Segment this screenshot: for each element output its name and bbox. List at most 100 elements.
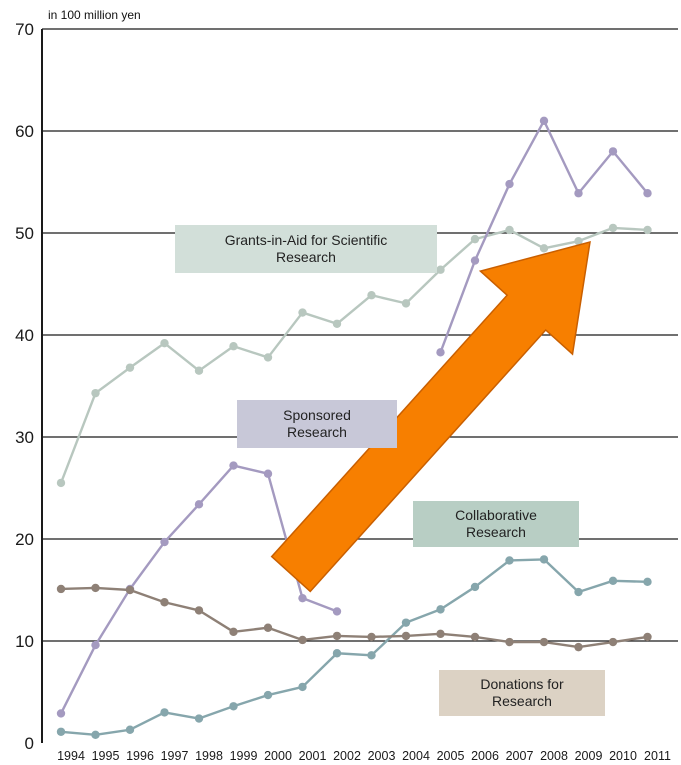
- data-point-sponsored-research: [539, 116, 549, 126]
- data-point-collaborative-research: [367, 651, 376, 660]
- data-point-grants-in-aid-for-scientific-research: [367, 291, 376, 300]
- data-point-collaborative-research: [298, 682, 307, 692]
- data-point-collaborative-research: [470, 582, 480, 592]
- data-point-grants-in-aid-for-scientific-research: [332, 319, 342, 328]
- data-point-collaborative-research: [91, 730, 100, 740]
- y-tick-label: 70: [15, 20, 34, 39]
- data-point-collaborative-research: [574, 587, 583, 597]
- data-point-sponsored-research: [436, 348, 445, 357]
- unit-label: in 100 million yen: [48, 8, 141, 22]
- data-point-donations-for-research: [91, 583, 100, 593]
- data-point-donations-for-research: [539, 637, 549, 647]
- data-point-sponsored-research: [160, 537, 169, 547]
- x-tick-label: 2011: [644, 749, 671, 763]
- x-tick-label: 2000: [264, 749, 292, 763]
- x-tick-label: 2009: [575, 749, 603, 763]
- data-point-grants-in-aid-for-scientific-research: [539, 244, 549, 253]
- data-point-sponsored-research: [194, 500, 204, 509]
- data-point-collaborative-research: [160, 708, 169, 717]
- data-point-grants-in-aid-for-scientific-research: [91, 388, 100, 398]
- data-point-collaborative-research: [229, 702, 238, 711]
- series-line-donations-for-research: [60, 586, 648, 649]
- x-tick-labels: 1994 1995 1996 1997 1998 1999 2000 2001 2002 2003…: [57, 749, 671, 763]
- data-point-sponsored-research: [91, 640, 100, 650]
- data-point-donations-for-research: [505, 637, 514, 647]
- data-point-donations-for-research: [160, 598, 169, 607]
- y-tick-label: 30: [15, 428, 34, 447]
- x-tick-label: 1996: [126, 749, 154, 763]
- data-point-donations-for-research: [608, 637, 618, 647]
- data-point-collaborative-research: [263, 690, 273, 700]
- data-point-sponsored-research: [263, 469, 273, 478]
- data-point-grants-in-aid-for-scientific-research: [608, 223, 618, 233]
- data-point-grants-in-aid-for-scientific-research: [401, 299, 411, 308]
- data-point-sponsored-research: [298, 593, 307, 603]
- data-point-grants-in-aid-for-scientific-research: [56, 478, 66, 488]
- label-grants-in-aid: Grants-in-Aid for Scientific Research: [175, 225, 437, 273]
- x-tick-label: 1995: [92, 749, 120, 763]
- data-point-donations-for-research: [263, 623, 273, 632]
- data-point-collaborative-research: [194, 714, 204, 723]
- label-collaborative-research: Collaborative Research: [413, 501, 579, 547]
- y-tick-label: 0: [25, 734, 34, 753]
- data-point-collaborative-research: [505, 556, 514, 565]
- data-point-grants-in-aid-for-scientific-research: [160, 338, 169, 348]
- data-point-collaborative-research: [539, 555, 549, 564]
- x-tick-label: 1998: [195, 749, 223, 763]
- data-point-collaborative-research: [56, 727, 66, 736]
- series-layer: [56, 116, 652, 740]
- x-tick-label: 1997: [161, 749, 189, 763]
- x-tick-label: 2001: [299, 749, 327, 763]
- series-line-collaborative-research: [60, 558, 648, 737]
- data-point-grants-in-aid-for-scientific-research: [436, 265, 445, 274]
- data-point-grants-in-aid-for-scientific-research: [505, 225, 514, 235]
- x-tick-label: 2006: [471, 749, 499, 763]
- data-point-grants-in-aid-for-scientific-research: [229, 342, 238, 351]
- data-point-donations-for-research: [367, 632, 376, 642]
- x-tick-label: 2003: [368, 749, 396, 763]
- data-point-sponsored-research: [470, 256, 480, 265]
- data-point-donations-for-research: [229, 627, 238, 637]
- data-point-sponsored-research: [574, 189, 583, 198]
- x-tick-label: 1994: [57, 749, 85, 763]
- x-tick-label: 2005: [437, 749, 465, 763]
- y-tick-label: 60: [15, 122, 34, 141]
- data-point-grants-in-aid-for-scientific-research: [470, 234, 480, 244]
- trend-arrow: [270, 240, 591, 593]
- y-tick-label: 40: [15, 326, 34, 345]
- data-point-sponsored-research: [229, 461, 238, 470]
- data-point-grants-in-aid-for-scientific-research: [643, 225, 652, 235]
- data-point-grants-in-aid-for-scientific-research: [298, 308, 307, 317]
- data-point-collaborative-research: [436, 605, 445, 614]
- y-tick-label: 10: [15, 632, 34, 651]
- data-point-grants-in-aid-for-scientific-research: [194, 366, 204, 375]
- x-tick-label: 2008: [540, 749, 568, 763]
- data-point-donations-for-research: [298, 635, 307, 645]
- data-point-sponsored-research: [643, 189, 652, 198]
- data-point-donations-for-research: [401, 631, 411, 641]
- data-point-collaborative-research: [401, 618, 411, 627]
- data-point-grants-in-aid-for-scientific-research: [125, 363, 135, 372]
- x-tick-label: 2007: [506, 749, 534, 763]
- data-point-grants-in-aid-for-scientific-research: [263, 353, 273, 362]
- data-point-donations-for-research: [56, 584, 66, 594]
- y-tick-labels: 0 10 20 30 40 50 60 70: [15, 20, 34, 753]
- y-tick-label: 20: [15, 530, 34, 549]
- data-point-donations-for-research: [643, 632, 652, 642]
- data-point-donations-for-research: [194, 606, 204, 615]
- data-point-donations-for-research: [470, 632, 480, 642]
- data-point-grants-in-aid-for-scientific-research: [574, 236, 583, 246]
- data-point-donations-for-research: [436, 629, 445, 639]
- data-point-collaborative-research: [643, 577, 652, 587]
- data-point-sponsored-research: [505, 179, 514, 189]
- data-point-sponsored-research: [608, 147, 618, 156]
- x-tick-label: 2004: [402, 749, 430, 763]
- x-tick-label: 2010: [609, 749, 637, 763]
- label-sponsored-research: Sponsored Research: [237, 400, 397, 448]
- data-point-donations-for-research: [574, 642, 583, 652]
- data-point-donations-for-research: [332, 631, 342, 641]
- data-point-collaborative-research: [125, 725, 135, 734]
- data-point-sponsored-research: [56, 709, 66, 718]
- arrow-icon: [270, 240, 591, 593]
